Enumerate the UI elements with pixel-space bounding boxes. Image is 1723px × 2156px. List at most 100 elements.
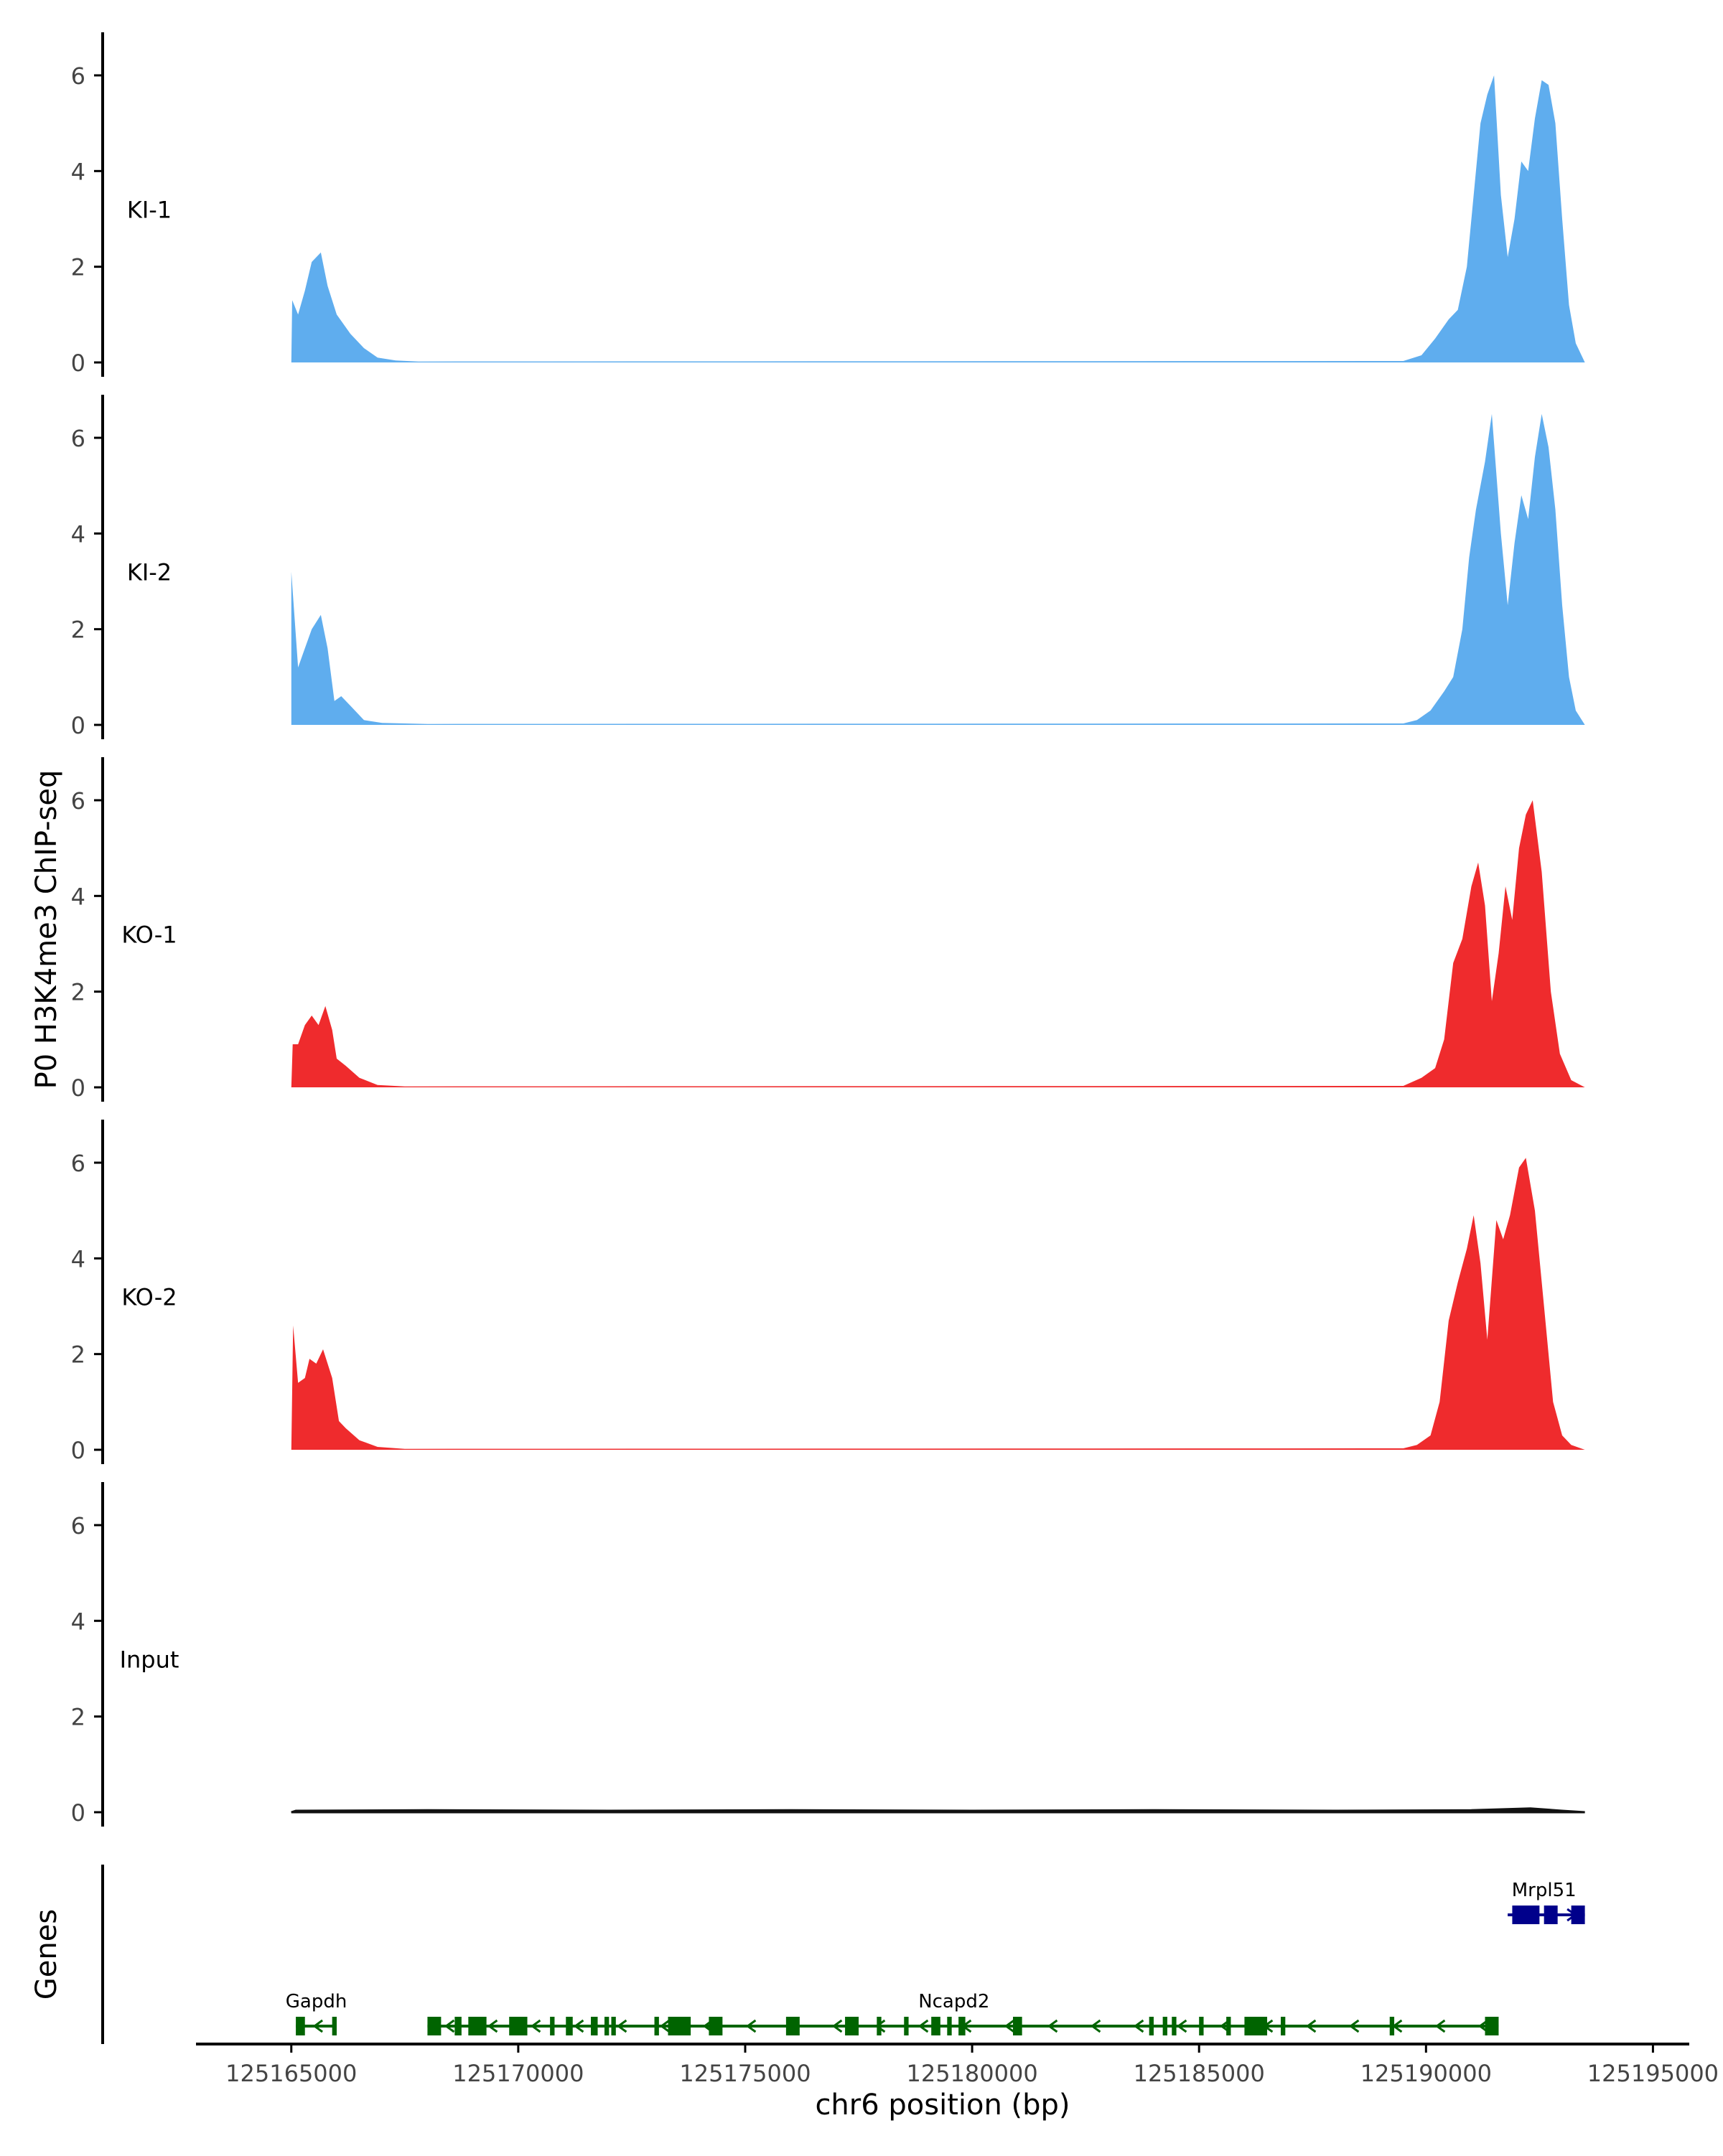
exon-block bbox=[550, 2017, 555, 2035]
exon-block bbox=[709, 2017, 723, 2035]
y-tick-label: 4 bbox=[71, 520, 85, 548]
genes-axis-title: Genes bbox=[30, 1909, 63, 2000]
gene-label-gapdh: Gapdh bbox=[286, 1991, 347, 2012]
y-ticks-3: 0 2 4 6 bbox=[71, 787, 103, 1102]
track-panel-3: 0 2 4 6 KO-1 bbox=[71, 757, 1585, 1102]
track-label-ko-2: KO-2 bbox=[121, 1284, 177, 1311]
exon-block bbox=[931, 2017, 940, 2035]
track-panel-5: 0 2 4 6 Input bbox=[71, 1482, 1585, 1827]
strand-arrow-icon bbox=[659, 2019, 671, 2033]
exon-block bbox=[1512, 1906, 1540, 1924]
exon-block bbox=[785, 2017, 800, 2035]
signal-area-ki-1 bbox=[291, 75, 1585, 362]
exon-block bbox=[668, 2017, 691, 2035]
strand-arrow-icon bbox=[1305, 2019, 1317, 2033]
exon-block bbox=[604, 2017, 610, 2035]
y-tick-label: 0 bbox=[71, 1437, 85, 1464]
y-tick-label: 2 bbox=[71, 254, 85, 281]
exon-block bbox=[1544, 1906, 1558, 1924]
exon-block bbox=[1012, 2017, 1022, 2035]
exon-block bbox=[611, 2017, 616, 2035]
exon-block bbox=[591, 2017, 598, 2035]
exon-block bbox=[1226, 2017, 1231, 2035]
track-label-input: Input bbox=[120, 1646, 179, 1674]
y-tick-label: 6 bbox=[71, 62, 85, 90]
signal-area-ko-1 bbox=[291, 800, 1585, 1087]
x-tick-label: 125180000 bbox=[906, 2060, 1037, 2087]
strand-arrow-icon bbox=[917, 2019, 929, 2033]
x-tick-label: 125190000 bbox=[1360, 2060, 1492, 2087]
strand-arrow-icon bbox=[530, 2019, 541, 2033]
track-panel-2: 0 2 4 6 KI-2 bbox=[71, 395, 1585, 739]
exon-block bbox=[958, 2017, 966, 2035]
signal-area-ko-2 bbox=[291, 1158, 1585, 1450]
strand-arrow-icon bbox=[831, 2019, 843, 2033]
signal-area-input bbox=[291, 1807, 1585, 1814]
genes-panel: Genes Gapdh Ncapd2 Mrpl51 bbox=[30, 1865, 1585, 2044]
exon-block bbox=[947, 2017, 952, 2035]
y-tick-label: 2 bbox=[71, 1704, 85, 1731]
exon-block bbox=[427, 2017, 442, 2035]
y-tick-label: 0 bbox=[71, 1799, 85, 1827]
y-tick-label: 2 bbox=[71, 1341, 85, 1369]
exon-block bbox=[877, 2017, 882, 2035]
exon-block bbox=[566, 2017, 573, 2035]
exon-block bbox=[1571, 1906, 1585, 1924]
x-ticks: 125165000 125170000 125175000 125180000 1251… bbox=[225, 2044, 1719, 2087]
track-panel-1: 0 2 4 6 KI-1 bbox=[71, 32, 1585, 377]
y-ticks-1: 0 2 4 6 bbox=[71, 62, 103, 377]
y-tick-label: 6 bbox=[71, 1150, 85, 1177]
exon-block bbox=[468, 2017, 487, 2035]
exon-block bbox=[454, 2017, 462, 2035]
exon-block bbox=[1485, 2017, 1499, 2035]
x-tick-label: 125185000 bbox=[1134, 2060, 1265, 2087]
x-tick-label: 125175000 bbox=[679, 2060, 811, 2087]
strand-arrow-icon bbox=[745, 2019, 757, 2033]
exon-block bbox=[296, 2017, 305, 2035]
x-axis-title: chr6 position (bp) bbox=[815, 2089, 1070, 2122]
strand-arrow-icon bbox=[1090, 2019, 1101, 2033]
y-tick-label: 2 bbox=[71, 979, 85, 1006]
signal-area-ki-2 bbox=[291, 413, 1585, 725]
strand-arrow-icon bbox=[444, 2019, 455, 2033]
x-tick-label: 125195000 bbox=[1587, 2060, 1719, 2087]
exon-block bbox=[509, 2017, 528, 2035]
x-tick-label: 125170000 bbox=[452, 2060, 584, 2087]
strand-arrow-icon bbox=[616, 2019, 627, 2033]
y-tick-label: 6 bbox=[71, 425, 85, 452]
exon-block bbox=[1199, 2017, 1204, 2035]
y-ticks-2: 0 2 4 6 bbox=[71, 425, 103, 739]
y-tick-label: 6 bbox=[71, 787, 85, 815]
exon-block bbox=[1172, 2017, 1177, 2035]
exon-block bbox=[904, 2017, 909, 2035]
gene-label-mrpl51: Mrpl51 bbox=[1512, 1880, 1577, 1901]
exon-block bbox=[1281, 2017, 1286, 2035]
gene-label-ncapd2: Ncapd2 bbox=[918, 1991, 989, 2012]
strand-arrow-icon bbox=[1434, 2019, 1446, 2033]
x-tick-label: 125165000 bbox=[225, 2060, 357, 2087]
strand-arrow-icon bbox=[487, 2019, 498, 2033]
exon-block bbox=[1162, 2017, 1167, 2035]
exon-block bbox=[1389, 2017, 1395, 2035]
track-label-ko-1: KO-1 bbox=[121, 922, 177, 949]
strand-arrow-icon bbox=[1047, 2019, 1058, 2033]
track-label-ki-1: KI-1 bbox=[127, 197, 172, 224]
y-tick-label: 4 bbox=[71, 1608, 85, 1635]
strand-arrow-icon bbox=[312, 2019, 323, 2033]
y-tick-label: 0 bbox=[71, 1074, 85, 1102]
exon-block bbox=[1244, 2017, 1268, 2035]
y-ticks-5: 0 2 4 6 bbox=[71, 1512, 103, 1827]
track-label-ki-2: KI-2 bbox=[127, 559, 172, 586]
track-panel-4: 0 2 4 6 KO-2 bbox=[71, 1120, 1585, 1464]
y-axis-title: P0 H3K4me3 ChIP-seq bbox=[30, 770, 63, 1089]
y-tick-label: 4 bbox=[71, 1245, 85, 1272]
y-tick-label: 6 bbox=[71, 1512, 85, 1539]
y-tick-label: 4 bbox=[71, 158, 85, 185]
exon-block bbox=[1149, 2017, 1154, 2035]
strand-arrow-icon bbox=[1348, 2019, 1360, 2033]
y-ticks-4: 0 2 4 6 bbox=[71, 1150, 103, 1464]
strand-arrow-icon bbox=[573, 2019, 584, 2033]
y-tick-label: 0 bbox=[71, 712, 85, 739]
